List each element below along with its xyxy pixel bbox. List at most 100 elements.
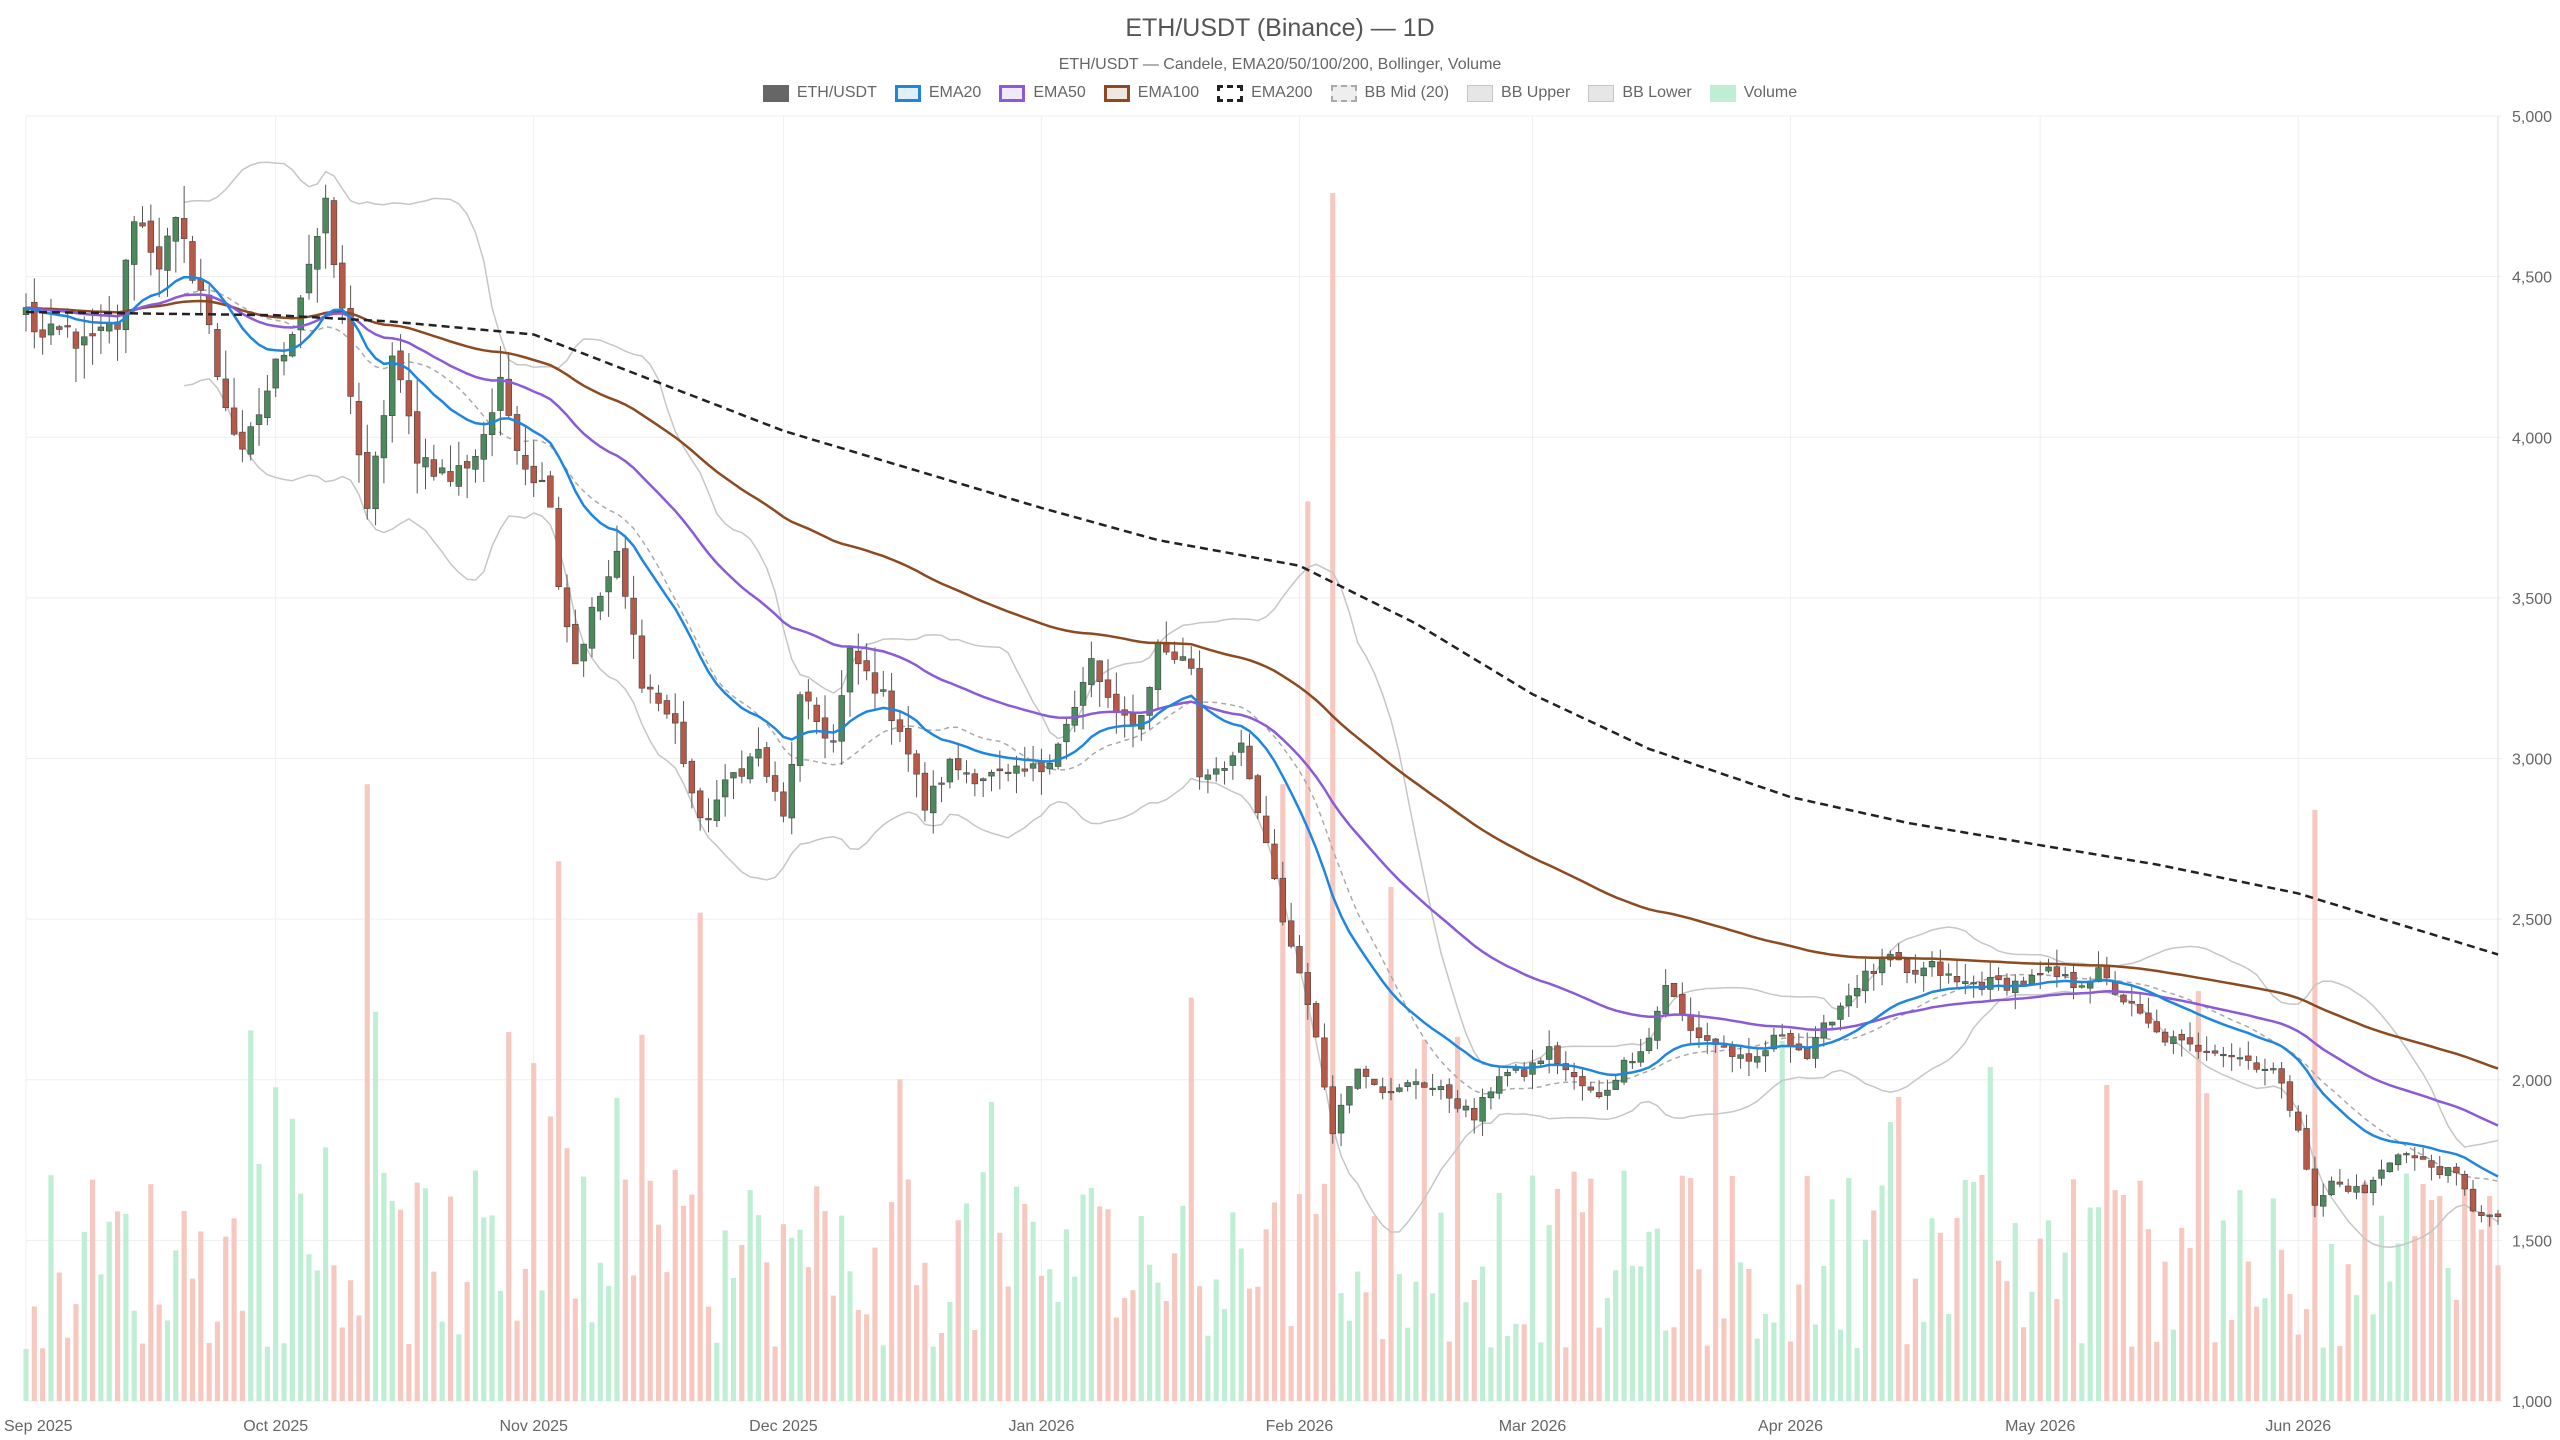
volume-bar [1022,1203,1028,1401]
volume-bar [1521,1324,1527,1401]
candle-body [2303,1128,2310,1170]
candle-body [2203,1050,2210,1053]
candle-body [172,217,180,242]
legend-item-4[interactable]: EMA200 [1217,84,1313,102]
candle-body [1920,967,1927,977]
legend-item-6[interactable]: BB Upper [1467,84,1570,102]
candle-body [963,772,970,775]
bb-mid-line [183,289,2499,1182]
candle-body [954,758,962,771]
bb-upper-line [183,161,2499,1148]
candle-body [1304,972,1311,1006]
volume-bar [730,1278,737,1401]
legend-item-7[interactable]: BB Lower [1588,84,1692,102]
candle-body [1520,1069,1528,1077]
candle-body [1396,1087,1403,1092]
x-tick-label: Jan 2026 [1009,1418,1075,1435]
volume-bar [947,1301,953,1401]
candle-body [1096,660,1103,682]
candle-body [1853,987,1861,997]
candles [22,184,2502,1227]
candle-body [1903,958,1911,974]
volume-bar [1688,1178,1694,1401]
volume-bar [1554,1188,1561,1401]
volume-bar [1588,1178,1594,1401]
candle-body [1595,1092,1603,1098]
volume-bar [1330,193,1336,1402]
volume-bar [1230,1212,1236,1401]
volume-bar [822,1211,828,1401]
legend-item-8[interactable]: Volume [1709,84,1797,102]
volume-bar [331,1265,337,1401]
candle-body [1254,775,1262,814]
candle-body [755,748,762,759]
volume-bar [447,1196,454,1401]
legend-item-5[interactable]: BB Mid (20) [1330,84,1449,102]
candle-body [1021,768,1028,772]
volume-bar [406,1343,412,1401]
legend-swatch [1330,84,1357,102]
volume-bar [2453,1299,2459,1401]
volume-bar [381,1173,387,1401]
volume-bar [1371,1216,1377,1401]
candle-body [339,262,346,309]
legend-item-3[interactable]: EMA100 [1103,84,1199,102]
volume-bar [1654,1228,1660,1401]
candle-body [413,411,421,464]
volume-bar [1288,1326,1294,1401]
volume-bar [1754,1338,1760,1401]
volume-bar [306,1254,312,1401]
volume-bar [2470,1202,2476,1401]
volume-bar [1846,1178,1852,1401]
volume-bar [780,1224,786,1401]
volume-bar [281,1343,287,1401]
x-tick-label: Sep 2025 [4,1418,73,1435]
volume-bar [364,784,370,1401]
volume-bar [1130,1290,1136,1401]
volume-bar [1388,887,1394,1401]
candle-body [239,431,246,450]
volume-bar [40,1348,46,1401]
volume-bar [655,1224,662,1401]
candle-body [1163,643,1170,653]
volume-bar [1954,1218,1960,1401]
volume-bar [1205,1335,1211,1401]
volume-bar [2029,1291,2035,1401]
volume-bar [1163,1300,1169,1401]
candle-body [2178,1033,2185,1041]
candle-body [1346,1086,1353,1106]
legend-item-1[interactable]: EMA20 [894,84,981,102]
candle-body [2394,1154,2402,1166]
candle-body [746,756,754,780]
y-tick-label: 2,500 [2512,912,2552,929]
candle-body [1171,651,1178,660]
candle-body [463,461,471,469]
legend-item-0[interactable]: ETH/USDT [762,84,877,102]
candle-body [1504,1071,1511,1077]
volume-bar [1804,1176,1810,1401]
volume-bar [289,1118,295,1401]
volume-bar [2328,1243,2335,1401]
volume-bar [1862,1239,1869,1401]
volume-bar [2312,809,2318,1401]
candle-body [913,753,920,775]
volume-bar [206,1343,212,1401]
candle-body [272,358,279,389]
volume-bar [1446,1341,1452,1401]
volume-bar [2012,1222,2018,1401]
volume-bar [1921,1321,1927,1401]
candle-body [355,401,363,456]
candle-body [1113,693,1120,712]
volume-bar [1504,1336,1511,1401]
candle-body [2028,975,2036,985]
candle-body [2003,977,2011,991]
volume-bar [697,912,703,1401]
legend-item-2[interactable]: EMA50 [999,84,1086,102]
volume-bar [1829,1199,1835,1401]
candle-body [1953,976,1961,983]
candle-body [89,333,96,337]
candle-body [1354,1068,1361,1089]
candle-body [1537,1060,1545,1064]
candle-body [1246,745,1253,780]
volume-bar [1896,1096,1902,1401]
